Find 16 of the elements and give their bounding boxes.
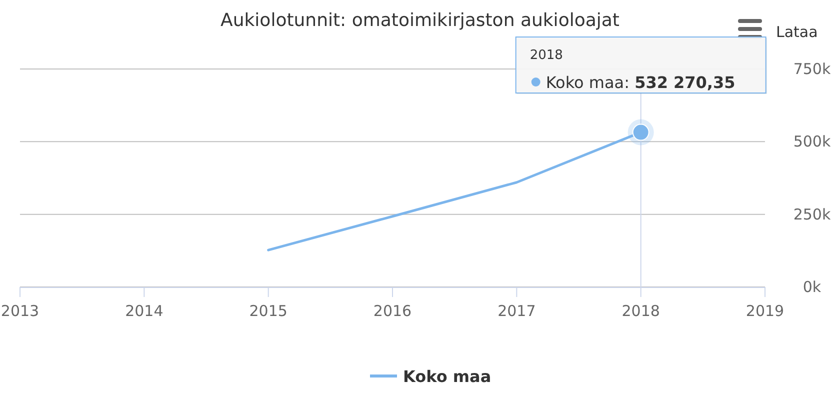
y-tick-label: 0k (802, 278, 822, 296)
y-tick-label: 500k (793, 132, 831, 151)
text: 2018 (530, 48, 563, 63)
x-tick-label: 2018 (622, 302, 660, 320)
x-tick-label: 2014 (125, 302, 164, 320)
x-tick-label: 2015 (249, 302, 288, 320)
x-tick-label: 2013 (0, 302, 40, 320)
text: Lataa (776, 23, 818, 41)
y-tick-label: 250k (793, 205, 831, 224)
legend-label: Koko maa (403, 367, 492, 386)
chart-title: Aukiolotunnit: omatoimikirjaston aukioloajat (220, 10, 620, 31)
x-tick-label: 2019 (746, 302, 784, 320)
x-tick-label: 2016 (373, 302, 412, 320)
x-tick-label: 2017 (498, 302, 536, 320)
annotation: Koko maa: 532 270,35 (546, 73, 736, 92)
y-tick-label: 750k (793, 60, 831, 78)
